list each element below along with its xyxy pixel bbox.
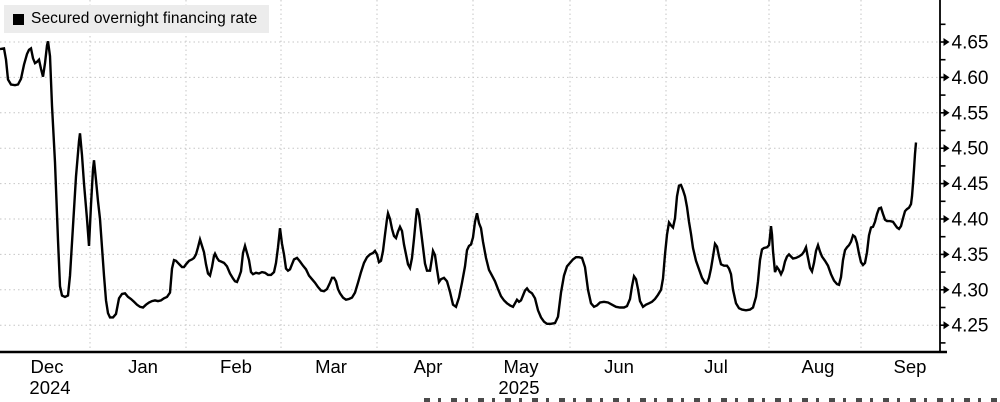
y-tick-label: 4.40 — [952, 210, 989, 231]
month-label: Feb — [220, 356, 252, 377]
y-tick-label: 4.60 — [952, 68, 989, 89]
legend-label: Secured overnight financing rate — [31, 10, 258, 27]
legend-swatch-icon — [13, 13, 24, 25]
y-tick-label: 4.25 — [952, 316, 989, 337]
y-tick-label: 4.50 — [952, 139, 989, 160]
y-tick-label: 4.65 — [952, 33, 989, 54]
y-tick-label: 4.45 — [952, 174, 989, 195]
y-tick-arrow-icon — [943, 108, 950, 117]
month-label: Apr — [414, 356, 443, 377]
y-tick-label: 4.55 — [952, 103, 989, 124]
clipped-footer-text — [424, 398, 1000, 402]
month-label: May — [504, 356, 540, 377]
y-tick-arrow-icon — [943, 250, 950, 259]
month-label: Mar — [315, 356, 347, 377]
month-label: Jun — [604, 356, 634, 377]
month-label: Aug — [802, 356, 835, 377]
y-tick-arrow-icon — [943, 321, 950, 330]
y-tick-arrow-icon — [943, 73, 950, 82]
month-label: Sep — [894, 356, 927, 377]
month-label: Jan — [128, 356, 158, 377]
y-tick-arrow-icon — [943, 38, 950, 46]
y-tick-label: 4.30 — [952, 280, 989, 301]
y-tick-arrow-icon — [943, 285, 950, 294]
legend: Secured overnight financing rate — [4, 5, 270, 33]
year-label: 2025 — [498, 377, 539, 398]
y-tick-arrow-icon — [943, 144, 950, 153]
month-label: Jul — [704, 356, 728, 377]
y-tick-label: 4.35 — [952, 245, 989, 266]
month-label: Dec — [31, 356, 64, 377]
sofr-line — [0, 41, 918, 325]
y-tick-arrow-icon — [943, 215, 950, 223]
y-tick-arrow-icon — [943, 179, 950, 188]
year-label: 2024 — [29, 377, 70, 398]
